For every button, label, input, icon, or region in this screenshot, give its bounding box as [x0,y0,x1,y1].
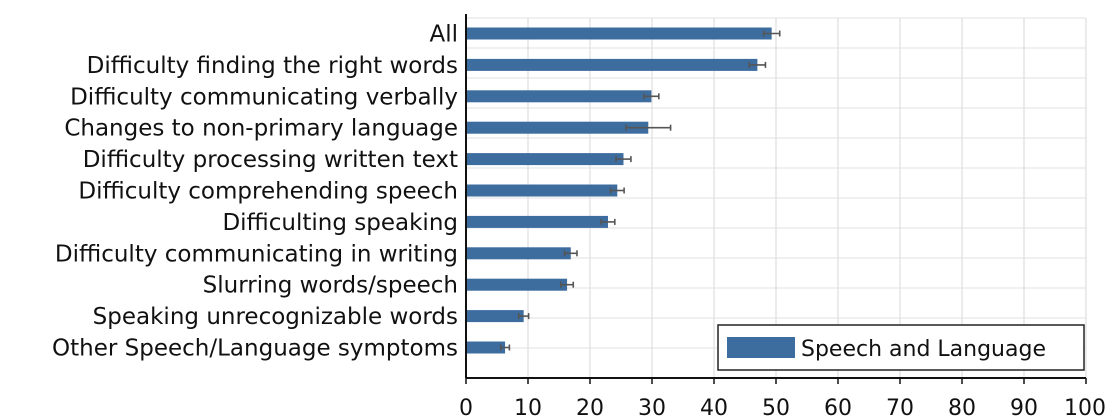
bar [466,278,568,291]
axes [465,14,1087,384]
legend-swatch [727,337,795,358]
error-bar [748,61,767,68]
x-tick-label: 60 [824,396,852,419]
error-bar [499,344,511,351]
error-bar [560,281,575,288]
category-label: Changes to non-primary language [64,116,458,142]
x-tick-label: 40 [700,396,728,419]
error-bar [563,250,578,257]
bar [466,90,652,103]
error-bar [600,218,616,225]
category-label: Difficulty processing written text [83,147,458,173]
bar [466,58,758,71]
bar [466,153,624,166]
bar [466,27,772,40]
category-label: Difficulting speaking [222,210,458,236]
category-label: Difficulty communicating in writing [55,241,458,267]
category-label: Difficulty comprehending speech [78,179,458,205]
x-tick-label: 90 [1010,396,1038,419]
x-tick-label: 80 [948,396,976,419]
category-label: All [429,22,458,48]
category-label: Difficulty finding the right words [87,53,458,79]
x-tick-label: 100 [1064,396,1106,419]
error-bar [625,124,672,131]
bar [466,184,618,197]
gridlines [466,17,1087,379]
category-labels: All Difficulty finding the right words Dif… [52,22,458,362]
error-bar [643,93,660,100]
category-label: Speaking unrecognizable words [93,304,458,330]
x-tick-label: 70 [886,396,914,419]
category-label: Other Speech/Language symptoms [52,336,458,362]
legend-label: Speech and Language [801,337,1046,362]
bar [466,121,649,134]
error-bars [499,30,781,351]
x-tick-labels: 0 10 20 30 40 50 60 70 80 90 100 [459,396,1106,419]
x-tick-label: 30 [638,396,666,419]
category-label: Difficulty communicating verbally [70,84,458,110]
x-tick-label: 0 [459,396,473,419]
bar [466,310,524,323]
bar [466,215,608,228]
error-bar [609,187,625,194]
legend: Speech and Language [717,324,1085,371]
bars [466,27,772,354]
x-tick-label: 50 [762,396,790,419]
category-label: Slurring words/speech [203,273,458,299]
bar [466,247,571,260]
error-bar [762,30,781,37]
error-bar [615,156,632,163]
x-tick-label: 10 [514,396,542,419]
error-bar [517,313,530,320]
x-tick-label: 20 [576,396,604,419]
bar [466,341,506,354]
